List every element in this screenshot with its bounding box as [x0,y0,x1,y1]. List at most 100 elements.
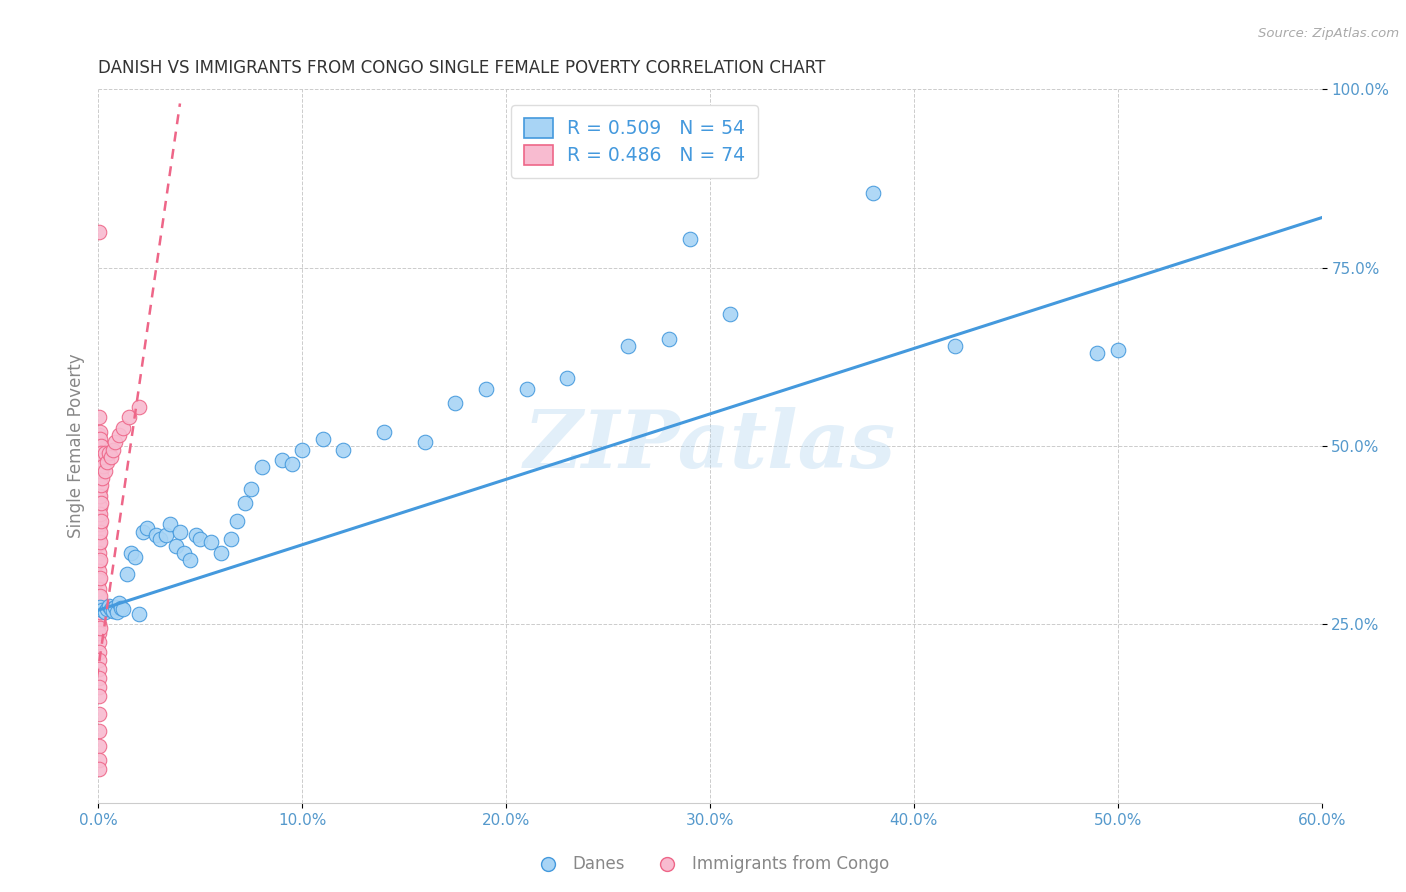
Point [89,498,111,512]
Point [240,482,263,496]
Text: Source: ZipAtlas.com: Source: ZipAtlas.com [1258,27,1399,40]
Point [91,453,114,467]
Y-axis label: Single Female Poverty: Single Female Poverty [66,354,84,538]
Point [89,432,111,446]
Point [89,589,111,603]
Point [89,621,111,635]
Point [89,739,111,753]
Point [1085,346,1108,360]
Point [90,439,112,453]
Point [658,332,681,346]
Point [89,482,111,496]
Point [89,591,111,605]
Text: DANISH VS IMMIGRANTS FROM CONGO SINGLE FEMALE POVERTY CORRELATION CHART: DANISH VS IMMIGRANTS FROM CONGO SINGLE F… [98,59,825,77]
Point [118,410,141,425]
Point [97,446,120,460]
Point [132,524,155,539]
Point [281,457,304,471]
Point [89,608,111,623]
Point [136,521,159,535]
Point [413,435,436,450]
Point [89,510,111,524]
Point [89,680,111,694]
Point [862,186,884,200]
Point [89,489,111,503]
Point [89,662,111,676]
Point [250,460,273,475]
Point [89,446,111,460]
Point [93,605,115,619]
Point [90,464,112,478]
Point [444,396,467,410]
Point [89,535,111,549]
Point [209,546,232,560]
Point [100,602,122,616]
Point [89,635,111,649]
Point [89,517,111,532]
Point [89,671,111,685]
Point [89,517,111,532]
Point [89,453,111,467]
Point [91,603,114,617]
Point [373,425,395,439]
Point [89,446,111,460]
Point [91,471,114,485]
Point [179,553,201,567]
Point [474,382,498,396]
Point [617,339,640,353]
Point [90,496,112,510]
Point [291,442,314,457]
Point [89,425,111,439]
Point [89,653,111,667]
Point [89,457,111,471]
Point [155,528,177,542]
Point [124,549,146,564]
Point [90,478,112,492]
Point [89,689,111,703]
Point [186,528,208,542]
Point [89,753,111,767]
Point [1107,343,1129,357]
Point [96,455,118,469]
Point [89,626,111,640]
Point [718,307,742,321]
Point [89,605,111,619]
Point [173,546,195,560]
Point [90,514,112,528]
Text: ZIPatlas: ZIPatlas [524,408,896,484]
Point [169,524,191,539]
Point [101,442,124,457]
Point [89,546,111,560]
Point [89,471,111,485]
Point [128,607,150,621]
Point [233,496,256,510]
Point [516,382,538,396]
Point [90,446,112,460]
Point [101,604,124,618]
Point [165,539,187,553]
Point [104,435,127,450]
Point [108,596,131,610]
Point [943,339,966,353]
Point [120,546,142,560]
Point [89,225,111,239]
Point [555,371,579,385]
Point [89,489,111,503]
Point [89,762,111,776]
Point [89,553,111,567]
Point [89,644,111,658]
Point [115,567,138,582]
Point [89,471,111,485]
Point [97,599,120,613]
Point [89,410,111,425]
Point [188,532,212,546]
Point [679,232,702,246]
Point [93,446,115,460]
Point [89,528,111,542]
Point [332,442,354,457]
Point [89,507,111,521]
Point [159,517,181,532]
Point [312,432,335,446]
Point [89,524,111,539]
Point [200,535,222,549]
